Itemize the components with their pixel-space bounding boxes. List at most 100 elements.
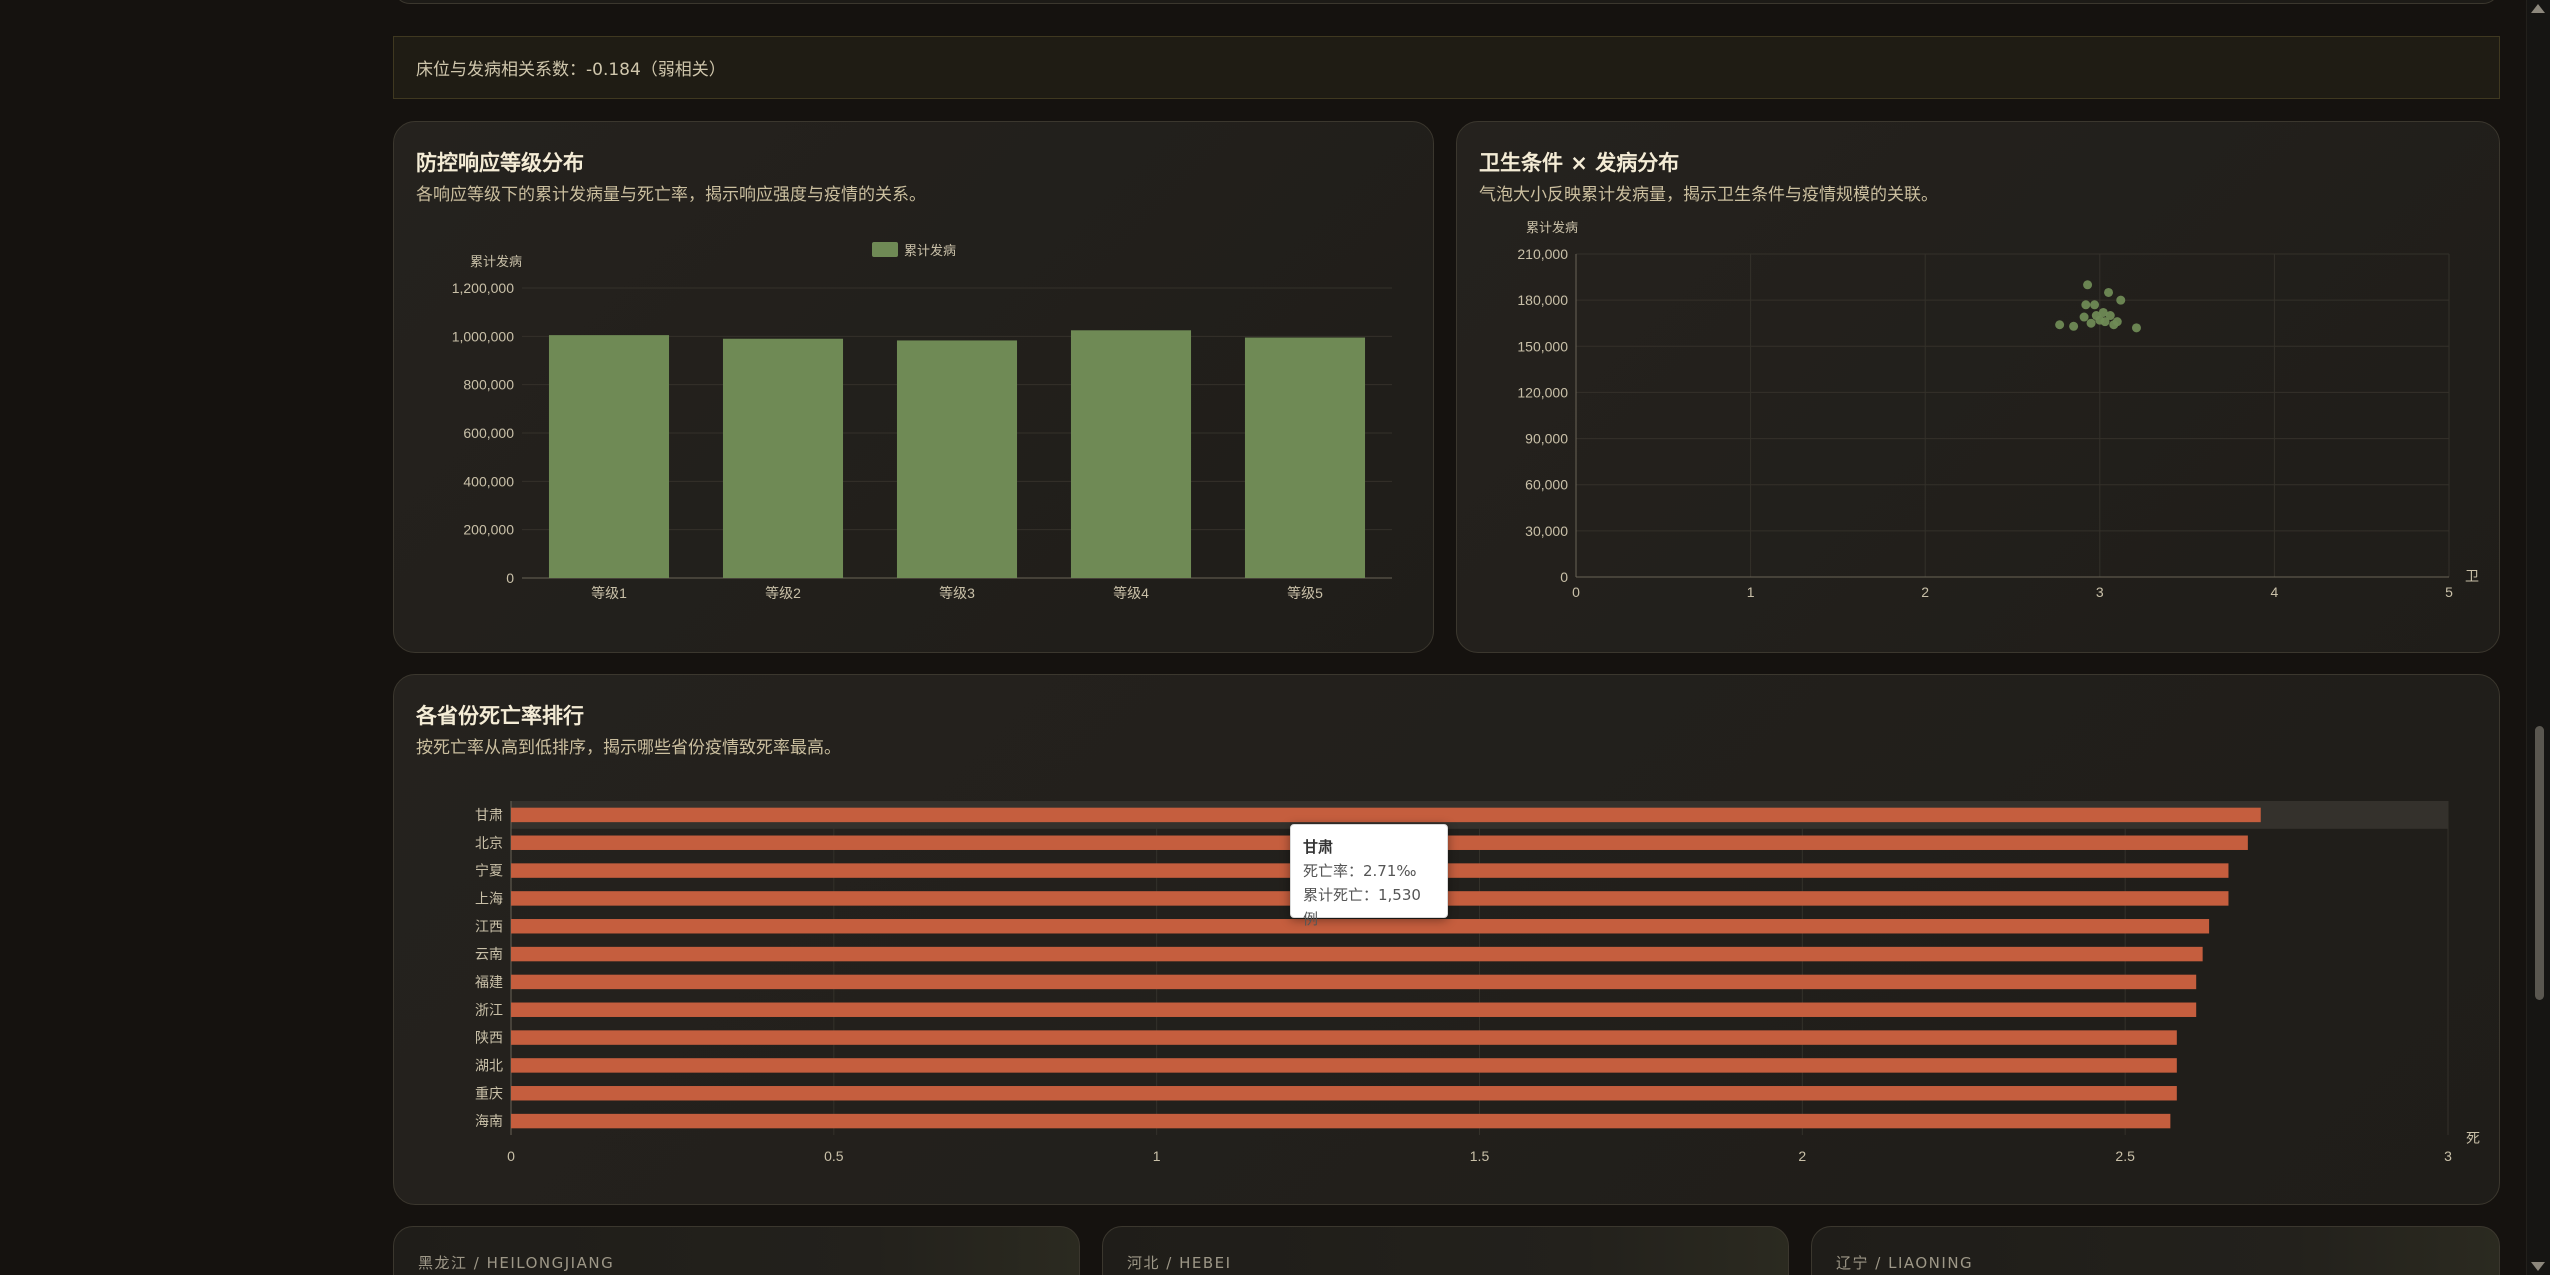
x-tick-label: 等级2	[765, 585, 801, 601]
x-tick-label: 等级5	[1287, 585, 1323, 601]
bar	[548, 335, 670, 578]
previous-card-edge	[393, 0, 2500, 4]
x-axis-label: 死	[2466, 1130, 2480, 1146]
mortality-card: 各省份死亡率排行 按死亡率从高到低排序，揭示哪些省份疫情致死率最高。 0 0.5 1…	[393, 674, 2500, 1205]
y-tick-label: 1,200,000	[452, 280, 514, 296]
scroll-up-arrow-icon[interactable]	[2531, 4, 2545, 13]
x-tick-label: 0.5	[824, 1148, 844, 1164]
scatter-point	[2090, 300, 2100, 310]
tooltip-line: 死亡率：2.71‰	[1303, 862, 1417, 880]
province-card-liaoning[interactable]: 辽宁 / LIAONING	[1811, 1226, 2500, 1275]
y-tick-label: 江西	[475, 918, 503, 934]
scatter-point	[2100, 317, 2110, 327]
x-tick-label: 3	[2444, 1148, 2452, 1164]
y-tick-label: 400,000	[463, 473, 514, 489]
y-tick-label: 600,000	[463, 425, 514, 441]
y-tick-label: 云南	[475, 946, 503, 962]
x-tick-label: 4	[2271, 584, 2279, 600]
tooltip-title: 甘肃	[1303, 838, 1334, 856]
province-label: 辽宁 / LIAONING	[1836, 1254, 1974, 1272]
y-tick-label: 上海	[475, 890, 503, 906]
y-tick-label: 陕西	[475, 1030, 503, 1046]
sanitation-card: 卫生条件 × 发病分布 气泡大小反映累计发病量，揭示卫生条件与疫情规模的关联。 …	[1456, 121, 2500, 653]
scatter-point	[2055, 320, 2065, 330]
scatter-point	[2083, 280, 2093, 290]
legend-label: 累计发病	[904, 243, 956, 258]
card-subtitle: 按死亡率从高到低排序，揭示哪些省份疫情致死率最高。	[416, 738, 841, 758]
province-label: 黑龙江 / HEILONGJIANG	[418, 1254, 615, 1272]
y-tick-label: 海南	[475, 1113, 503, 1129]
bar	[1070, 330, 1192, 578]
response-level-card: 防控响应等级分布 各响应等级下的累计发病量与死亡率，揭示响应强度与疫情的关系。 …	[393, 121, 1434, 653]
x-tick-label: 等级1	[591, 585, 627, 601]
y-tick-label: 湖北	[475, 1057, 503, 1073]
bar	[1244, 337, 1366, 578]
y-tick-label: 200,000	[463, 522, 514, 538]
y-axis-label: 累计发病	[470, 254, 522, 269]
y-tick-label: 福建	[475, 974, 503, 990]
bar	[511, 807, 2261, 823]
y-tick-label: 宁夏	[475, 863, 503, 879]
scrollbar[interactable]	[2526, 0, 2550, 1275]
card-subtitle: 各响应等级下的累计发病量与死亡率，揭示响应强度与疫情的关系。	[416, 185, 926, 205]
scatter-point	[2086, 318, 2096, 328]
x-tick-label: 5	[2445, 584, 2453, 600]
x-tick-label: 等级3	[939, 585, 975, 601]
x-tick-label: 2	[1798, 1148, 1806, 1164]
scatter-point	[2116, 295, 2126, 305]
bar	[511, 946, 2203, 962]
x-tick-label: 2.5	[2115, 1148, 2135, 1164]
y-tick-label: 甘肃	[475, 807, 503, 823]
x-tick-label: 2	[1921, 584, 1929, 600]
scatter-point	[2131, 323, 2141, 333]
bar	[511, 974, 2197, 990]
y-tick-label: 120,000	[1517, 384, 1568, 400]
scatter-point	[2112, 317, 2122, 327]
y-tick-label: 0	[1560, 569, 1568, 585]
bar	[511, 1058, 2177, 1073]
sanitation-scatter-chart[interactable]: 0 30,000 60,000 90,000 120,000 150,000 180,000…	[1457, 122, 2501, 654]
y-tick-label: 0	[506, 570, 514, 586]
scatter-point	[2098, 307, 2108, 317]
y-tick-label: 90,000	[1525, 431, 1568, 447]
y-tick-label: 210,000	[1517, 246, 1568, 262]
y-tick-label: 30,000	[1525, 523, 1568, 539]
card-title: 各省份死亡率排行	[416, 704, 584, 728]
scatter-point	[2069, 321, 2079, 331]
scroll-down-arrow-icon[interactable]	[2531, 1262, 2545, 1271]
response-bar-chart[interactable]: 0 200,000 400,000 600,000 800,000 1,000,000 1,…	[394, 122, 1435, 654]
correlation-banner: 床位与发病相关系数：-0.184（弱相关）	[393, 36, 2500, 99]
scroll-thumb[interactable]	[2535, 726, 2544, 1000]
y-tick-label: 150,000	[1517, 338, 1568, 354]
bar	[511, 1086, 2177, 1101]
province-card-heilongjiang[interactable]: 黑龙江 / HEILONGJIANG	[393, 1226, 1080, 1275]
y-tick-label: 浙江	[475, 1002, 503, 1018]
y-tick-label: 60,000	[1525, 477, 1568, 493]
province-label: 河北 / HEBEI	[1127, 1254, 1232, 1272]
x-tick-label: 1	[1747, 584, 1755, 600]
scatter-point	[2081, 300, 2091, 310]
card-title: 卫生条件 × 发病分布	[1479, 151, 1680, 175]
y-tick-label: 重庆	[475, 1085, 503, 1101]
y-tick-label: 1,000,000	[452, 328, 514, 344]
x-axis-label: 卫	[2465, 568, 2479, 584]
x-tick-label: 等级4	[1113, 585, 1149, 601]
x-tick-label: 1.5	[1470, 1148, 1490, 1164]
chart-tooltip: 甘肃 死亡率：2.71‰ 累计死亡：1,530例	[1290, 824, 1448, 928]
tooltip-line: 累计死亡：1,530例	[1303, 886, 1421, 928]
scatter-point	[2105, 311, 2115, 321]
y-tick-label: 800,000	[463, 377, 514, 393]
x-tick-label: 3	[2096, 584, 2104, 600]
legend-swatch	[872, 242, 898, 257]
card-title: 防控响应等级分布	[416, 151, 584, 175]
bar	[511, 1030, 2177, 1045]
bar	[511, 919, 2210, 934]
bar	[511, 1113, 2171, 1129]
province-card-hebei[interactable]: 河北 / HEBEI	[1102, 1226, 1789, 1275]
card-subtitle: 气泡大小反映累计发病量，揭示卫生条件与疫情规模的关联。	[1479, 185, 1938, 205]
y-axis-label: 累计发病	[1526, 220, 1578, 235]
x-tick-label: 0	[507, 1148, 515, 1164]
scatter-point	[2104, 287, 2114, 297]
y-tick-label: 180,000	[1517, 292, 1568, 308]
